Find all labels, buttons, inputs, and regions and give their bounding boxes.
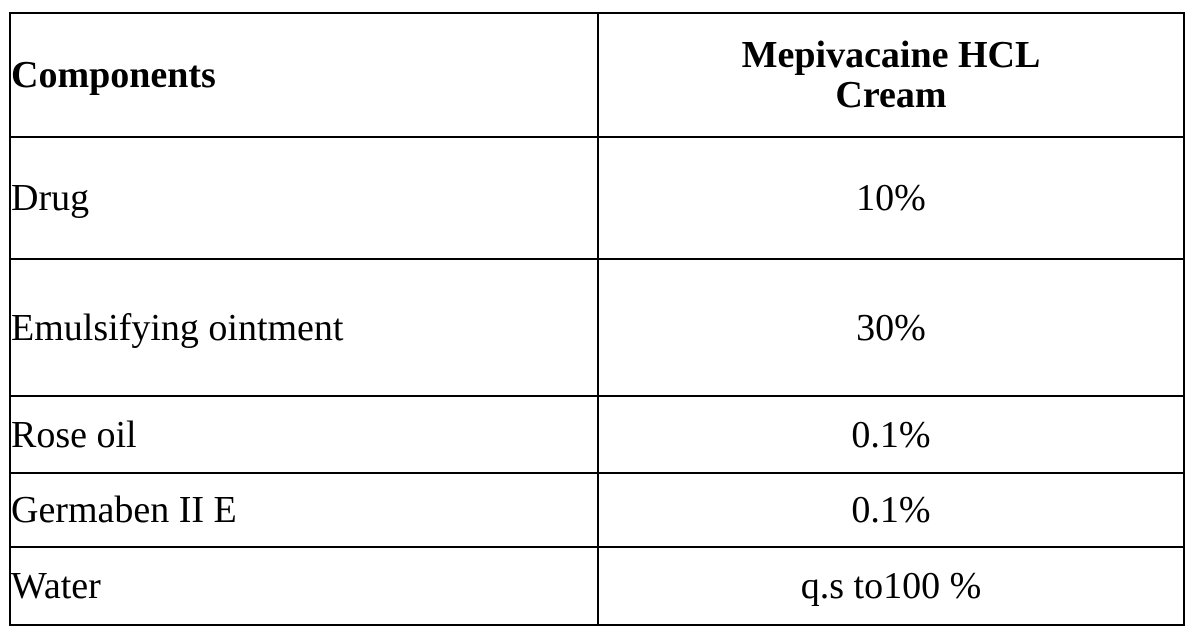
table-row: Rose oil 0.1%	[9, 395, 1185, 474]
table-row: Germaben II E 0.1%	[9, 472, 1185, 548]
component-amount: q.s to100 %	[597, 546, 1185, 626]
table-header-row: Components Mepivacaine HCL Cream	[9, 12, 1185, 138]
table-row: Drug 10%	[9, 136, 1185, 260]
component-amount: 10%	[597, 136, 1185, 260]
component-name: Emulsifying ointment	[9, 258, 599, 397]
component-amount: 0.1%	[597, 395, 1185, 474]
header-product: Mepivacaine HCL Cream	[597, 12, 1185, 138]
component-name: Germaben II E	[9, 472, 599, 548]
component-name: Rose oil	[9, 395, 599, 474]
formulation-table: Components Mepivacaine HCL Cream Drug 10…	[9, 12, 1185, 626]
component-name: Drug	[9, 136, 599, 260]
header-product-line1: Mepivacaine HCL	[741, 34, 1041, 76]
table-row: Water q.s to100 %	[9, 546, 1185, 626]
component-amount: 30%	[597, 258, 1185, 397]
header-components: Components	[9, 12, 599, 138]
component-amount: 0.1%	[597, 472, 1185, 548]
component-name: Water	[9, 546, 599, 626]
table-row: Emulsifying ointment 30%	[9, 258, 1185, 397]
header-product-line2: Cream	[835, 74, 947, 116]
